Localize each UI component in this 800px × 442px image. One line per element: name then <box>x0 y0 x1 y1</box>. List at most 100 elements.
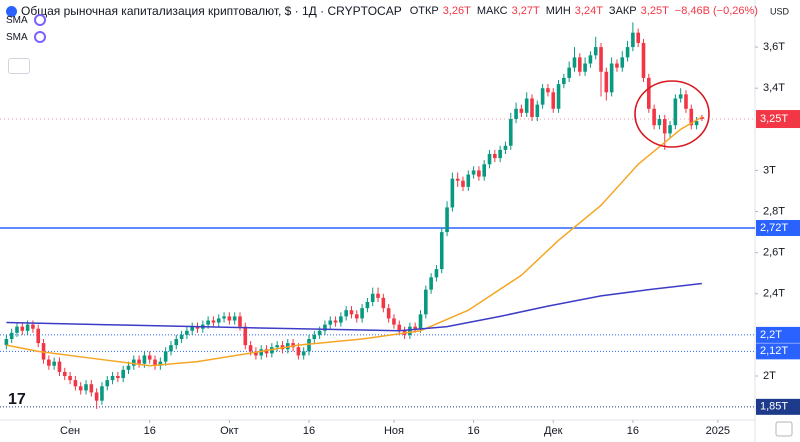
x-tick-label: Дек <box>544 425 563 437</box>
candle-body <box>450 178 455 208</box>
candle-body <box>487 153 492 165</box>
candle-body <box>47 359 51 366</box>
x-tick-label: 2025 <box>706 425 730 437</box>
candle-body <box>131 359 136 366</box>
x-tick-label: 16 <box>627 425 639 437</box>
candle-body <box>668 125 672 134</box>
candle-body <box>386 308 391 319</box>
candle-body <box>4 339 9 346</box>
candle-body <box>317 330 322 335</box>
candle-body <box>349 310 354 315</box>
candle-body <box>94 392 99 401</box>
x-tick-label: Окт <box>220 425 239 437</box>
candle-body <box>657 119 662 126</box>
candle-body <box>153 359 157 366</box>
y-tick-label: 2,8Т <box>763 205 785 217</box>
candle-body <box>333 320 338 323</box>
stat-label: МИН <box>545 5 571 17</box>
candle-body <box>185 330 189 335</box>
candle-body <box>524 98 529 113</box>
candle-body <box>408 326 412 335</box>
collapse-button[interactable] <box>8 58 30 74</box>
candle-body <box>232 316 237 321</box>
price-line-label-bg <box>756 398 800 415</box>
candle-body <box>694 121 699 126</box>
candle-body <box>206 320 210 325</box>
candle-body <box>20 326 25 331</box>
candle-body <box>418 314 423 329</box>
candle-body <box>354 314 359 319</box>
candle-body <box>615 63 619 68</box>
candle-body <box>684 94 688 109</box>
stat-value: 3,25T <box>640 5 669 17</box>
candle-body <box>429 277 433 290</box>
candle-body <box>31 324 35 329</box>
candle-body <box>503 145 508 150</box>
candle-body <box>445 207 449 233</box>
candle-body <box>567 67 571 78</box>
y-tick-label: 3,6Т <box>763 41 785 53</box>
stat-value: 3,26T <box>442 5 471 17</box>
last-price-label-bg <box>756 110 800 129</box>
candle-body <box>546 88 550 93</box>
candle-body <box>291 343 295 348</box>
candle-body <box>652 108 656 126</box>
candle-body <box>52 361 56 366</box>
candle-body <box>493 153 497 159</box>
y-tick-label: 2,4Т <box>763 288 785 300</box>
stat-label: ОТКР <box>409 5 439 17</box>
candle-body <box>514 108 518 120</box>
candle-body <box>609 63 614 93</box>
candle-body <box>365 301 370 309</box>
candle-body <box>296 347 301 356</box>
y-tick-label: 3,4Т <box>763 82 785 94</box>
candle-body <box>498 149 502 159</box>
x-tick-label: Сен <box>60 425 80 437</box>
candle-body <box>519 108 524 113</box>
candle-body <box>344 310 348 317</box>
x-tick-label: Ноя <box>384 425 404 437</box>
candle-body <box>588 55 593 64</box>
candle-body <box>301 351 306 356</box>
candle-body <box>78 386 83 391</box>
candle-body <box>466 174 471 187</box>
candle-body <box>174 339 179 346</box>
candle-body <box>700 116 704 120</box>
candle-body <box>424 289 428 315</box>
stat-value: 3,27T <box>511 5 540 17</box>
candle-body <box>216 318 221 323</box>
candle-body <box>434 269 439 278</box>
candle-body <box>328 320 333 325</box>
candle-body <box>381 297 386 309</box>
candle-body <box>599 47 603 72</box>
header: Общая рыночная капитализация криптовалют… <box>6 4 760 18</box>
candle-body <box>323 324 327 331</box>
legend-item[interactable]: SMA <box>6 14 46 26</box>
candle-body <box>121 369 125 379</box>
candle-body <box>551 92 556 109</box>
candle-body <box>25 324 30 331</box>
settings-icon[interactable] <box>775 421 793 437</box>
title: Общая рыночная капитализация криптовалют… <box>21 4 402 18</box>
candle-body <box>259 349 264 356</box>
candle-body <box>105 380 110 387</box>
candle-body <box>73 380 78 387</box>
candle-body <box>57 361 62 372</box>
price-line-label: 1,85Т <box>760 401 788 413</box>
legend-item[interactable]: SMA <box>6 31 46 43</box>
plot <box>0 22 755 409</box>
sma-line <box>6 282 702 332</box>
candle-body <box>593 47 598 56</box>
candle-body <box>641 42 646 78</box>
candle-body <box>535 104 540 117</box>
candle-body <box>179 334 184 340</box>
candle-body <box>477 170 481 177</box>
candle-body <box>439 232 444 270</box>
candle-body <box>583 63 587 72</box>
candle-body <box>540 88 545 105</box>
candle-body <box>572 57 577 68</box>
candle-body <box>211 320 216 323</box>
candle-body <box>147 355 152 360</box>
candle-body <box>9 332 14 340</box>
legend-label: SMA <box>6 14 28 26</box>
